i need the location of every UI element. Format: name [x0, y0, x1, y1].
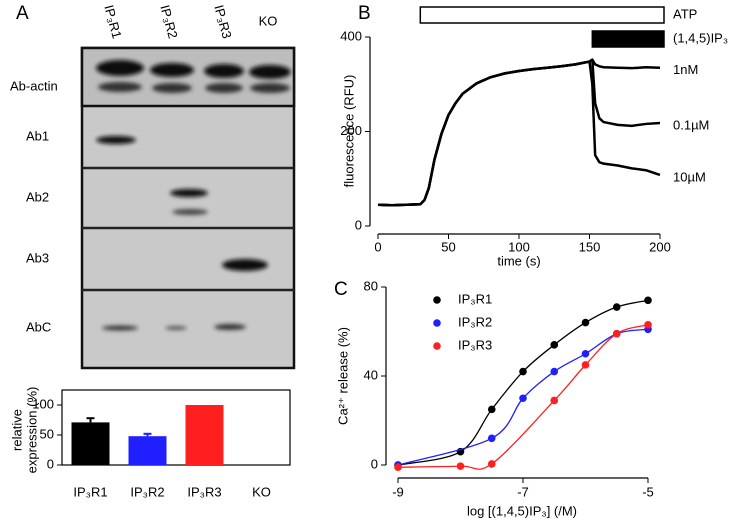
data-point	[581, 361, 590, 369]
row-label: Ab2	[26, 189, 49, 204]
x-tick-label: -7	[517, 484, 529, 499]
lane-label: IP₃R2	[157, 3, 180, 40]
data-point	[487, 434, 496, 443]
data-point	[487, 460, 496, 468]
x-tick-label: IP₃R3	[187, 484, 221, 499]
data-point	[519, 394, 527, 403]
x-axis-label: time (s)	[497, 253, 540, 268]
x-tick-label: -9	[392, 484, 404, 499]
bar	[185, 405, 224, 465]
y-axis-label: expression (%)	[24, 387, 39, 474]
trace	[377, 58, 661, 207]
panel-label: A	[16, 3, 29, 24]
data-point	[550, 341, 559, 349]
western-blot	[80, 46, 296, 370]
data-point	[612, 303, 621, 311]
y-axis-label: relative	[9, 409, 24, 451]
lane-label: IP₃R1	[101, 3, 124, 40]
trace-label: 0.1µM	[673, 117, 709, 132]
data-point	[519, 367, 527, 376]
stimulus-bar	[419, 6, 665, 24]
panel-label: B	[358, 3, 371, 24]
x-tick-label: IP₃R2	[130, 484, 164, 499]
row-label: Ab1	[26, 128, 49, 143]
x-axis-label: log [(1,4,5)IP₃] (/M)	[467, 503, 577, 518]
trace	[377, 60, 661, 207]
y-tick-label: 0	[355, 217, 362, 232]
stimulus-bar	[591, 30, 665, 48]
data-point	[644, 321, 652, 329]
row-label: Ab-actin	[10, 78, 58, 93]
data-point	[581, 318, 590, 327]
legend-label: IP₃R2	[458, 314, 492, 329]
x-tick-label: 0	[374, 239, 381, 254]
plot-frame	[61, 389, 291, 466]
y-tick-label: 0	[47, 456, 54, 471]
y-axis-label: fluorescence (RFU)	[341, 75, 356, 188]
legend-marker	[433, 342, 441, 350]
bar	[71, 422, 110, 465]
lane-label: KO	[259, 13, 278, 28]
data-point	[550, 396, 559, 405]
lane-label: IP₃R3	[211, 3, 234, 40]
x-tick-label: 200	[649, 239, 671, 254]
legend-label: IP₃R3	[458, 337, 492, 352]
trace-label: 1nM	[673, 62, 698, 77]
data-point	[456, 462, 465, 470]
y-axis-label: Ca²⁺ release (%)	[335, 327, 350, 425]
data-point	[644, 296, 652, 305]
data-point	[550, 367, 559, 376]
x-tick-label: -5	[642, 484, 654, 499]
x-tick-label: KO	[252, 484, 271, 499]
x-tick-label: 100	[508, 239, 530, 254]
y-tick-label: 40	[364, 367, 378, 382]
data-point	[394, 463, 402, 472]
x-tick-label: IP₃R1	[73, 484, 107, 499]
y-tick-label: 50	[40, 426, 54, 441]
y-tick-label: 400	[340, 28, 362, 43]
y-tick-label: 100	[32, 396, 54, 411]
trace-label: 10µM	[673, 169, 706, 184]
stimulus-label: (1,4,5)IP₃	[673, 30, 728, 45]
legend-marker	[433, 296, 441, 304]
data-point	[612, 329, 621, 338]
bar	[128, 436, 167, 465]
panel-label: C	[334, 279, 348, 300]
legend-label: IP₃R1	[458, 291, 492, 306]
trace	[377, 58, 661, 207]
x-tick-label: 150	[579, 239, 601, 254]
stimulus-label: ATP	[673, 6, 697, 21]
legend-marker	[433, 319, 441, 327]
data-point	[581, 349, 590, 358]
x-tick-label: 50	[441, 239, 455, 254]
data-point	[487, 405, 496, 414]
row-label: Ab3	[26, 250, 49, 265]
y-tick-label: 0	[371, 456, 378, 471]
row-label: AbC	[26, 319, 51, 334]
y-tick-label: 200	[340, 123, 362, 138]
y-tick-label: 80	[364, 278, 378, 293]
